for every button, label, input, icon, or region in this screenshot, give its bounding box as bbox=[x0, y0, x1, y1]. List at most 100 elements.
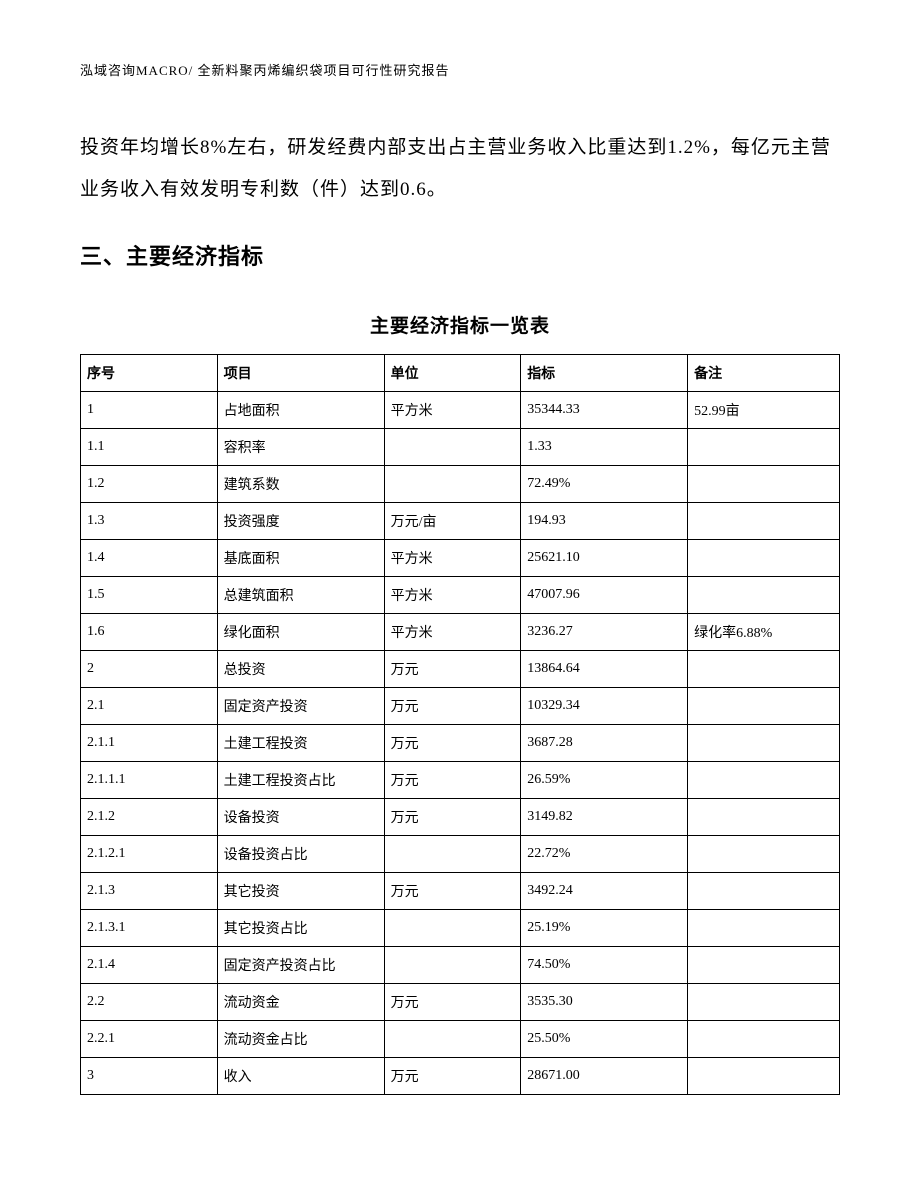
table-cell: 万元 bbox=[384, 650, 521, 687]
table-row: 2.1固定资产投资万元10329.34 bbox=[81, 687, 840, 724]
table-cell: 3149.82 bbox=[521, 798, 688, 835]
table-row: 1.6绿化面积平方米3236.27绿化率6.88% bbox=[81, 613, 840, 650]
table-cell: 基底面积 bbox=[217, 539, 384, 576]
table-header-cell: 序号 bbox=[81, 354, 218, 391]
table-cell bbox=[384, 909, 521, 946]
table-cell bbox=[688, 872, 840, 909]
table-cell: 1.1 bbox=[81, 428, 218, 465]
table-cell: 平方米 bbox=[384, 576, 521, 613]
table-cell: 容积率 bbox=[217, 428, 384, 465]
table-cell bbox=[688, 502, 840, 539]
table-cell: 2.1.1.1 bbox=[81, 761, 218, 798]
table-cell bbox=[384, 428, 521, 465]
economic-indicators-table: 序号 项目 单位 指标 备注 1占地面积平方米35344.3352.99亩1.1… bbox=[80, 354, 840, 1095]
table-cell: 2.2 bbox=[81, 983, 218, 1020]
table-row: 1.4基底面积平方米25621.10 bbox=[81, 539, 840, 576]
table-cell: 72.49% bbox=[521, 465, 688, 502]
table-cell: 25.50% bbox=[521, 1020, 688, 1057]
table-cell: 3236.27 bbox=[521, 613, 688, 650]
table-cell bbox=[688, 983, 840, 1020]
table-cell: 2.1.4 bbox=[81, 946, 218, 983]
table-cell: 其它投资占比 bbox=[217, 909, 384, 946]
table-header-cell: 备注 bbox=[688, 354, 840, 391]
table-cell: 3535.30 bbox=[521, 983, 688, 1020]
table-cell: 固定资产投资 bbox=[217, 687, 384, 724]
table-row: 2.2流动资金万元3535.30 bbox=[81, 983, 840, 1020]
table-cell: 194.93 bbox=[521, 502, 688, 539]
table-row: 2.1.2.1设备投资占比 22.72% bbox=[81, 835, 840, 872]
table-cell: 投资强度 bbox=[217, 502, 384, 539]
table-row: 2.1.2设备投资万元3149.82 bbox=[81, 798, 840, 835]
table-cell: 固定资产投资占比 bbox=[217, 946, 384, 983]
table-row: 2总投资万元13864.64 bbox=[81, 650, 840, 687]
table-cell: 1.5 bbox=[81, 576, 218, 613]
table-cell: 25621.10 bbox=[521, 539, 688, 576]
table-row: 2.1.1.1土建工程投资占比万元26.59% bbox=[81, 761, 840, 798]
table-cell: 1.6 bbox=[81, 613, 218, 650]
table-cell: 2.1.1 bbox=[81, 724, 218, 761]
table-cell: 74.50% bbox=[521, 946, 688, 983]
table-cell: 28671.00 bbox=[521, 1057, 688, 1094]
table-cell: 22.72% bbox=[521, 835, 688, 872]
table-cell: 1.2 bbox=[81, 465, 218, 502]
table-cell: 47007.96 bbox=[521, 576, 688, 613]
table-cell bbox=[688, 724, 840, 761]
table-cell bbox=[384, 835, 521, 872]
table-cell: 万元 bbox=[384, 761, 521, 798]
table-cell bbox=[688, 539, 840, 576]
table-cell: 收入 bbox=[217, 1057, 384, 1094]
table-row: 2.1.1土建工程投资万元3687.28 bbox=[81, 724, 840, 761]
table-cell: 绿化率6.88% bbox=[688, 613, 840, 650]
table-cell: 1 bbox=[81, 391, 218, 428]
table-cell: 其它投资 bbox=[217, 872, 384, 909]
table-cell bbox=[688, 1020, 840, 1057]
table-cell: 26.59% bbox=[521, 761, 688, 798]
table-row: 1.3投资强度万元/亩194.93 bbox=[81, 502, 840, 539]
table-cell: 2.1.3.1 bbox=[81, 909, 218, 946]
table-cell bbox=[688, 428, 840, 465]
table-cell: 万元 bbox=[384, 724, 521, 761]
body-paragraph: 投资年均增长8%左右，研发经费内部支出占主营业务收入比重达到1.2%，每亿元主营… bbox=[80, 127, 840, 211]
table-cell: 10329.34 bbox=[521, 687, 688, 724]
table-cell: 2.1.3 bbox=[81, 872, 218, 909]
table-cell bbox=[688, 835, 840, 872]
table-cell: 2 bbox=[81, 650, 218, 687]
table-row: 1.2建筑系数 72.49% bbox=[81, 465, 840, 502]
table-title: 主要经济指标一览表 bbox=[80, 311, 840, 338]
table-row: 2.1.3其它投资万元3492.24 bbox=[81, 872, 840, 909]
table-cell: 2.1 bbox=[81, 687, 218, 724]
table-cell: 万元 bbox=[384, 983, 521, 1020]
table-row: 1.1容积率1.33 bbox=[81, 428, 840, 465]
table-cell: 设备投资 bbox=[217, 798, 384, 835]
table-cell: 2.2.1 bbox=[81, 1020, 218, 1057]
table-cell: 13864.64 bbox=[521, 650, 688, 687]
table-cell bbox=[688, 909, 840, 946]
table-cell: 52.99亩 bbox=[688, 391, 840, 428]
table-cell: 建筑系数 bbox=[217, 465, 384, 502]
table-cell: 设备投资占比 bbox=[217, 835, 384, 872]
table-cell: 万元 bbox=[384, 798, 521, 835]
table-cell: 3687.28 bbox=[521, 724, 688, 761]
table-cell: 万元 bbox=[384, 872, 521, 909]
table-cell bbox=[688, 798, 840, 835]
table-header-row: 序号 项目 单位 指标 备注 bbox=[81, 354, 840, 391]
table-cell: 绿化面积 bbox=[217, 613, 384, 650]
table-cell bbox=[688, 946, 840, 983]
table-cell: 流动资金占比 bbox=[217, 1020, 384, 1057]
table-cell: 1.3 bbox=[81, 502, 218, 539]
section-heading: 三、主要经济指标 bbox=[80, 239, 840, 271]
table-cell: 万元 bbox=[384, 687, 521, 724]
table-cell bbox=[384, 465, 521, 502]
table-cell: 土建工程投资占比 bbox=[217, 761, 384, 798]
table-row: 1.5总建筑面积平方米47007.96 bbox=[81, 576, 840, 613]
table-cell bbox=[688, 576, 840, 613]
table-cell: 流动资金 bbox=[217, 983, 384, 1020]
table-row: 3收入万元28671.00 bbox=[81, 1057, 840, 1094]
table-cell: 总建筑面积 bbox=[217, 576, 384, 613]
table-row: 2.2.1流动资金占比 25.50% bbox=[81, 1020, 840, 1057]
table-cell: 总投资 bbox=[217, 650, 384, 687]
table-cell: 1.4 bbox=[81, 539, 218, 576]
table-cell: 2.1.2.1 bbox=[81, 835, 218, 872]
table-row: 1占地面积平方米35344.3352.99亩 bbox=[81, 391, 840, 428]
table-header-cell: 单位 bbox=[384, 354, 521, 391]
